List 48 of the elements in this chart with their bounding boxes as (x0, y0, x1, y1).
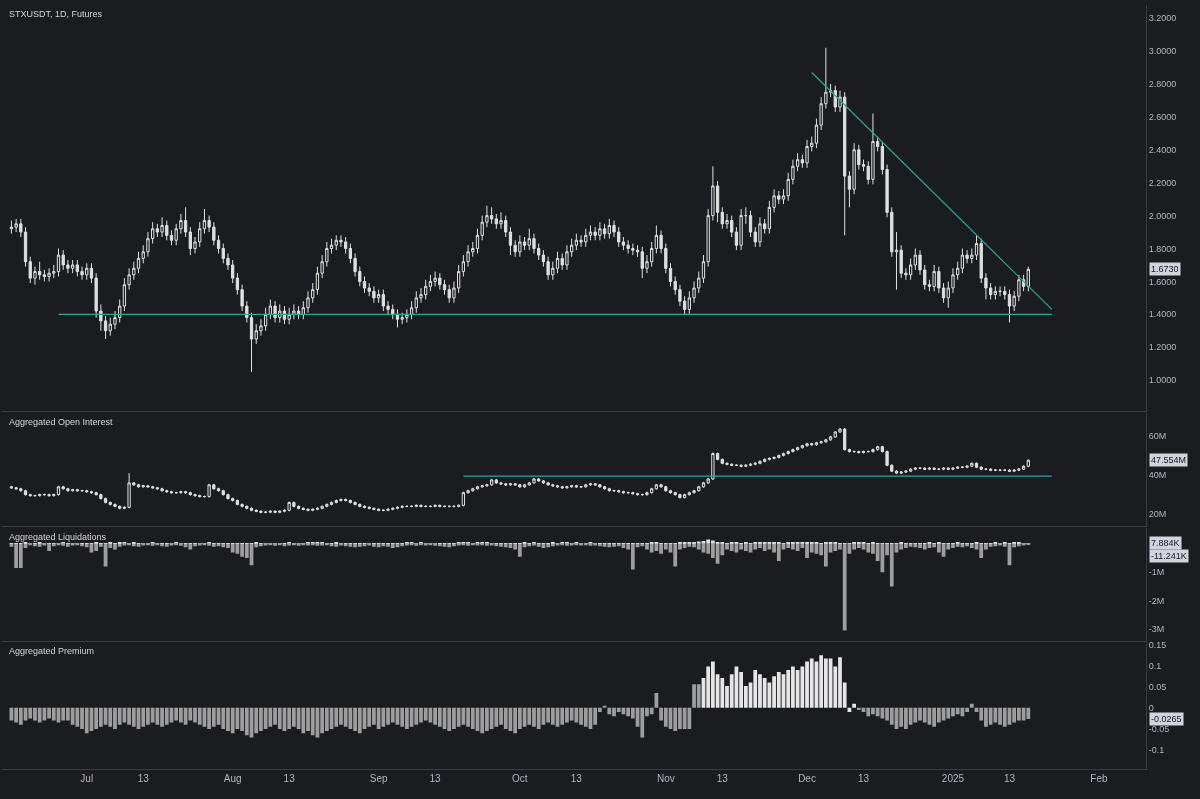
y-tick-label: 0.15 (1148, 639, 1167, 650)
y-tick-label: 1.8000 (1148, 243, 1177, 254)
x-tick-label: 13 (857, 773, 870, 784)
x-tick-label: Oct (512, 773, 528, 784)
y-tick-label: 40M (1148, 470, 1167, 481)
y-tick-label: -0.1 (1148, 745, 1165, 756)
y-tick-label: 0.05 (1148, 681, 1167, 692)
y-tick-label: -1M (1148, 567, 1165, 578)
y-tick-label: 2.8000 (1148, 79, 1177, 90)
y-tick-label: 2.6000 (1148, 112, 1177, 123)
y-tick-label: 1.2000 (1148, 342, 1177, 353)
x-tick-label: 13 (283, 773, 296, 784)
y-tick-label: 2.0000 (1148, 210, 1177, 221)
annotation: 1.6730 (1151, 264, 1179, 274)
y-tick-label: 1.6000 (1148, 276, 1177, 287)
x-tick-label: 13 (429, 773, 442, 784)
y-tick-label: -0.05 (1148, 724, 1170, 735)
text: -11.241K (1151, 551, 1187, 561)
x-tick-label: Dec (798, 773, 816, 784)
y-tick-label: -2M (1148, 595, 1165, 606)
chart-title: STXUSDT, 1D, Futures (9, 9, 103, 19)
y-tick-label: 1.4000 (1148, 309, 1177, 320)
chart-title: Aggregated Liquidations (9, 532, 107, 542)
y-tick-label: 60M (1148, 431, 1167, 442)
y-tick-label: 0.1 (1148, 660, 1162, 671)
y-tick-label: 2.4000 (1148, 144, 1177, 155)
text: 7.884K (1151, 538, 1180, 548)
y-tick-label: 2.2000 (1148, 177, 1177, 188)
chart-title: Aggregated Premium (9, 646, 95, 656)
y-tick-label: 3.0000 (1148, 46, 1177, 57)
annotation: -0.0265 (1151, 714, 1182, 724)
x-tick-label: 13 (1003, 773, 1016, 784)
y-tick-label: 1.0000 (1148, 375, 1177, 386)
y-tick-label: 0 (1148, 703, 1154, 714)
x-tick-label: Nov (656, 773, 675, 784)
x-tick-label: 13 (570, 773, 583, 784)
x-tick-label: Jul (80, 773, 94, 784)
y-tick-label: 3.2000 (1148, 13, 1177, 24)
x-tick-label: Aug (223, 773, 242, 784)
y-tick-label: -3M (1148, 624, 1165, 635)
x-tick-label: 13 (716, 773, 729, 784)
annotation: 47.554M (1151, 455, 1187, 465)
y-tick-label: 20M (1148, 509, 1167, 520)
x-tick-label: Feb (1090, 773, 1108, 784)
x-tick-label: 13 (137, 773, 150, 784)
x-tick-label: 2025 (941, 773, 965, 784)
x-tick-label: Sep (369, 773, 388, 784)
chart-title: Aggregated Open Interest (9, 417, 114, 427)
